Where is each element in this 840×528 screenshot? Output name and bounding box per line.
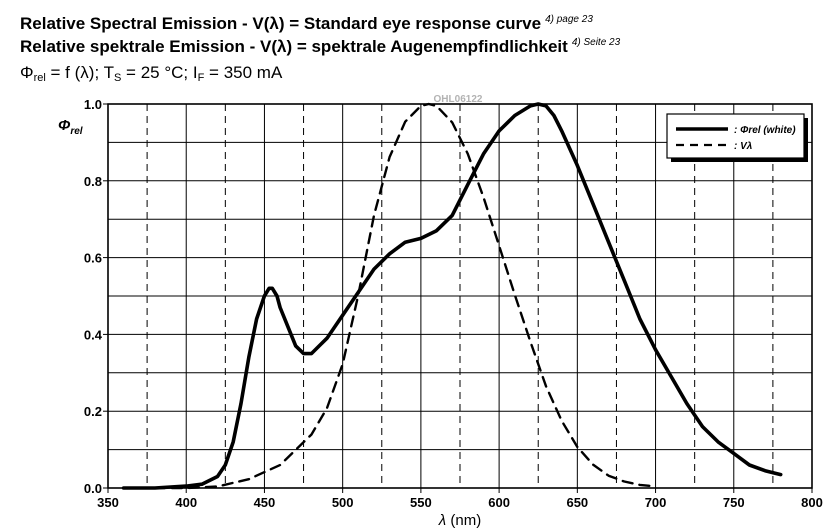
x-tick-label: 400 bbox=[175, 495, 197, 510]
x-tick-label: 450 bbox=[254, 495, 276, 510]
chart-title-english: Relative Spectral Emission - V(λ) = Stan… bbox=[20, 14, 620, 37]
cond-eq1: = f (λ); T bbox=[45, 63, 114, 82]
cond-ts-sub: S bbox=[113, 72, 122, 84]
x-tick-label: 350 bbox=[97, 495, 119, 510]
y-tick-label: 0.2 bbox=[84, 404, 102, 419]
title-block: Relative Spectral Emission - V(λ) = Stan… bbox=[20, 14, 620, 89]
x-tick-label: 700 bbox=[645, 495, 667, 510]
title-de-text: Relative spektrale Emission - V(λ) = spe… bbox=[20, 37, 568, 56]
chart-title-german: Relative spektrale Emission - V(λ) = spe… bbox=[20, 37, 620, 60]
x-axis-label-unit: (nm) bbox=[446, 512, 481, 528]
y-tick-label: 1.0 bbox=[84, 97, 102, 112]
plot-frame bbox=[107, 103, 813, 489]
title-en-text: Relative Spectral Emission - V(λ) = Stan… bbox=[20, 14, 542, 33]
y-tick-label: 0.4 bbox=[84, 327, 103, 342]
x-tick-label: 750 bbox=[723, 495, 745, 510]
y-tick-label: 0.6 bbox=[84, 251, 102, 266]
legend: : Φrel (white) : Vλ bbox=[666, 113, 808, 162]
series-line-v-lambda bbox=[153, 102, 657, 490]
legend-label: : Vλ bbox=[734, 141, 752, 152]
x-axis-label: λ (nm) bbox=[438, 512, 481, 528]
title-en-reference: 4) page 23 bbox=[545, 14, 593, 25]
legend-box bbox=[666, 113, 805, 159]
cond-phi: Φ bbox=[20, 63, 34, 82]
series-line-phi-rel-white bbox=[121, 102, 783, 490]
y-axis-label: Φrel bbox=[58, 117, 83, 137]
cond-eq2: = 25 °C; I bbox=[121, 63, 198, 82]
x-tick-label: 800 bbox=[801, 495, 823, 510]
x-tick-label: 650 bbox=[566, 495, 588, 510]
x-tick-label: 500 bbox=[332, 495, 354, 510]
x-tick-label: 600 bbox=[488, 495, 510, 510]
y-tick-label: 0.0 bbox=[84, 481, 102, 496]
cond-if-sub: F bbox=[197, 72, 205, 84]
legend-label: : Φrel (white) bbox=[734, 125, 796, 136]
x-tick-label: 550 bbox=[410, 495, 432, 510]
cond-phi-sub: rel bbox=[33, 72, 46, 84]
x-axis-label-lambda: λ bbox=[438, 512, 446, 528]
y-axis-label-sub: rel bbox=[70, 126, 82, 137]
y-tick-label: 0.8 bbox=[84, 174, 102, 189]
y-axis-label-phi: Φ bbox=[58, 117, 71, 134]
cond-eq3: = 350 mA bbox=[204, 63, 283, 82]
title-de-reference: 4) Seite 23 bbox=[571, 37, 621, 48]
measurement-conditions: Φrel = f (λ); TS = 25 °C; IF = 350 mA bbox=[20, 62, 620, 89]
figure-code: OHL06122 bbox=[434, 94, 483, 105]
